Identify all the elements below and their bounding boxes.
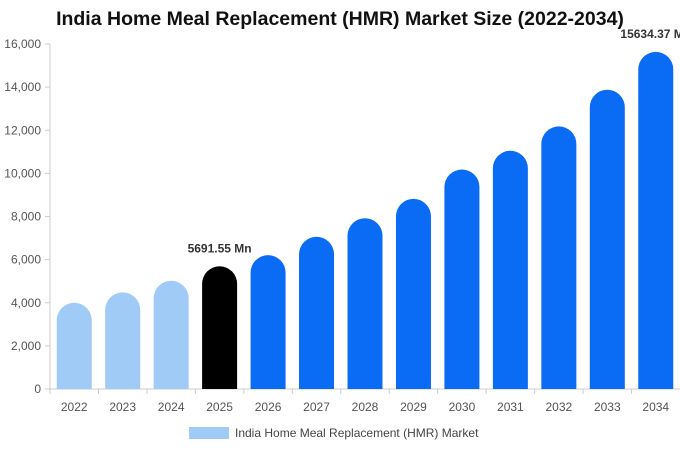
y-tick-label: 0 xyxy=(34,382,41,396)
legend-swatch xyxy=(189,427,229,439)
x-tick-label: 2034 xyxy=(642,400,669,414)
x-tick-label: 2026 xyxy=(255,400,282,414)
bar-2030 xyxy=(444,169,480,389)
bar-2028 xyxy=(347,218,383,389)
x-tick-label: 2023 xyxy=(109,400,136,414)
x-tick-label: 2030 xyxy=(449,400,476,414)
y-tick-label: 6,000 xyxy=(11,253,41,267)
y-tick-label: 4,000 xyxy=(11,296,41,310)
bar-2033 xyxy=(589,89,625,390)
data-label-2034: 15634.37 Mn xyxy=(620,27,680,41)
bar-2034 xyxy=(638,51,674,389)
x-tick-label: 2022 xyxy=(61,400,88,414)
x-tick-label: 2027 xyxy=(303,400,330,414)
bar-2032 xyxy=(541,126,577,389)
x-tick-label: 2025 xyxy=(206,400,233,414)
bar-2023 xyxy=(105,292,141,389)
y-tick-label: 10,000 xyxy=(4,166,41,180)
y-tick-label: 16,000 xyxy=(4,37,41,51)
bar-2024 xyxy=(153,280,189,389)
y-tick-label: 14,000 xyxy=(4,80,41,94)
x-tick-label: 2029 xyxy=(400,400,427,414)
bar-2031 xyxy=(492,150,528,389)
chart-title: India Home Meal Replacement (HMR) Market… xyxy=(56,8,624,30)
bar-2029 xyxy=(395,198,431,389)
bar-2026 xyxy=(250,255,286,389)
bar-2022 xyxy=(56,302,92,389)
y-tick-label: 8,000 xyxy=(11,210,41,224)
bar-2027 xyxy=(299,236,335,389)
legend-label: India Home Meal Replacement (HMR) Market xyxy=(235,426,479,440)
x-tick-label: 2031 xyxy=(497,400,524,414)
x-tick-label: 2033 xyxy=(594,400,621,414)
x-tick-label: 2032 xyxy=(545,400,572,414)
y-tick-label: 2,000 xyxy=(11,339,41,353)
y-tick-label: 12,000 xyxy=(4,123,41,137)
x-tick-label: 2028 xyxy=(352,400,379,414)
x-tick-label: 2024 xyxy=(158,400,185,414)
bar-2025 xyxy=(202,266,238,389)
data-label-2025: 5691.55 Mn xyxy=(188,241,252,255)
